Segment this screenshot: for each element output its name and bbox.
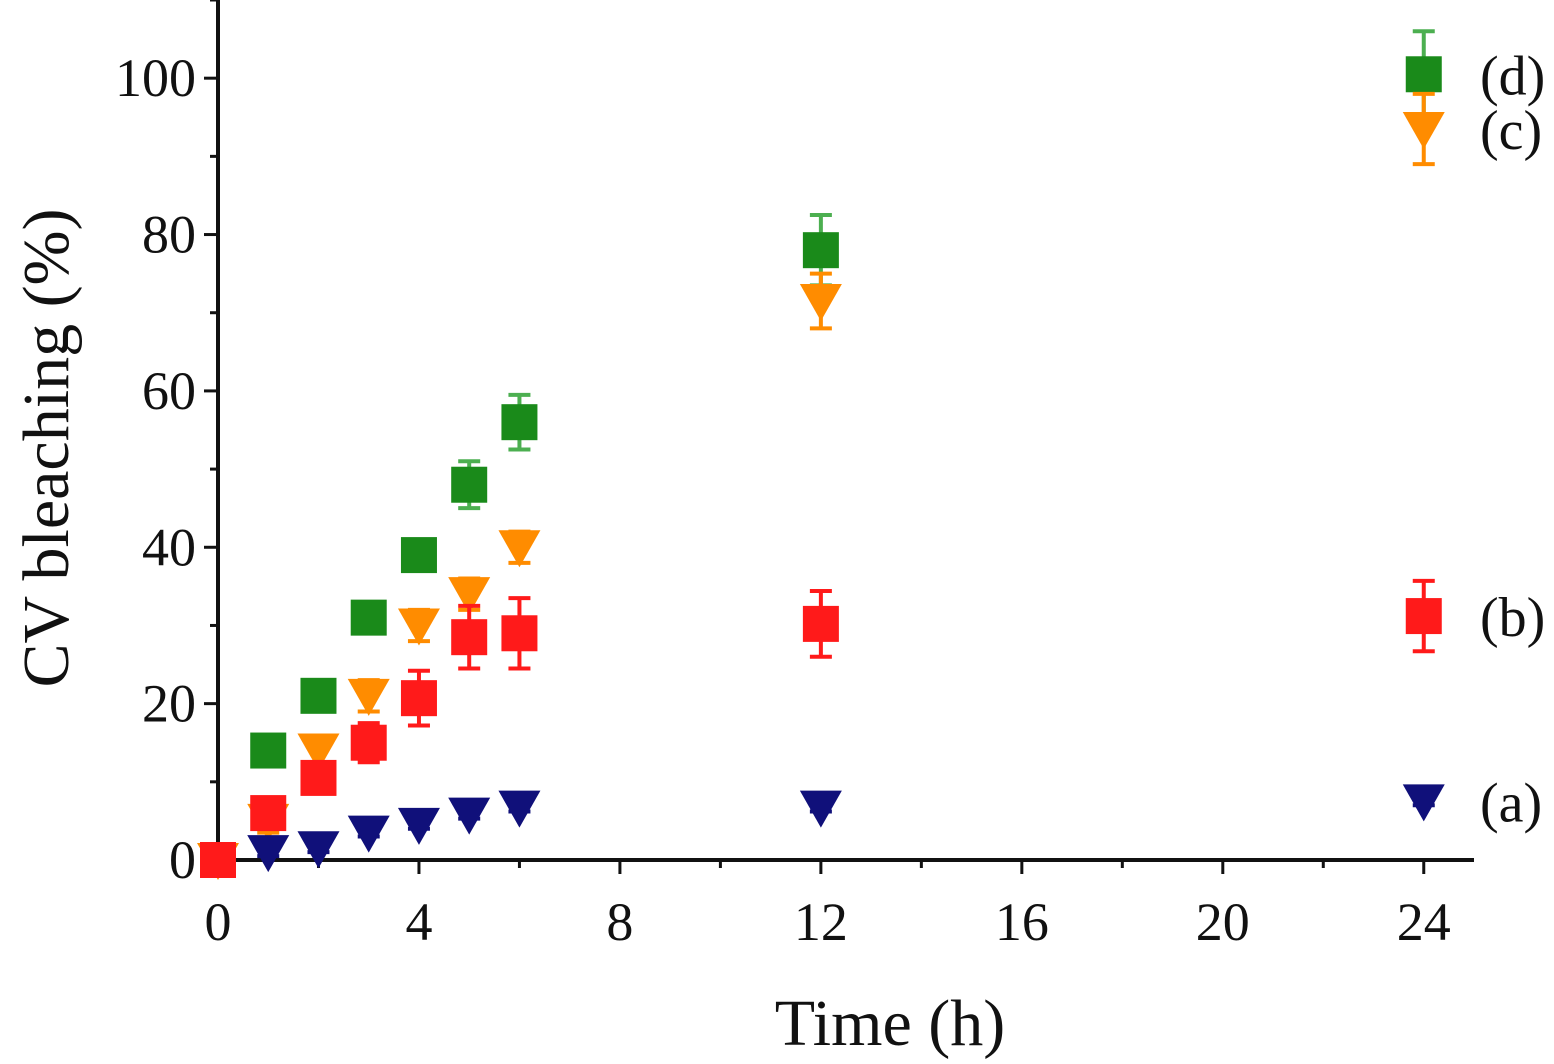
data-point-square bbox=[451, 619, 488, 656]
data-marks bbox=[197, 29, 1445, 880]
data-point-square bbox=[350, 724, 387, 761]
series-label: (a) bbox=[1480, 772, 1542, 834]
y-tick-label: 80 bbox=[142, 205, 196, 265]
data-point-square bbox=[501, 615, 538, 652]
series-b bbox=[200, 578, 1442, 878]
data-point-square bbox=[200, 842, 236, 878]
data-point-square bbox=[250, 732, 287, 769]
data-point-triangle bbox=[347, 815, 390, 853]
data-point-triangle bbox=[1402, 112, 1445, 149]
data-point-triangle bbox=[448, 577, 491, 615]
y-axis-title: CV bleaching (%) bbox=[10, 209, 83, 688]
series-label: (d) bbox=[1480, 45, 1545, 107]
series-c bbox=[197, 91, 1445, 880]
data-point-triangle bbox=[397, 807, 440, 845]
data-point-triangle bbox=[397, 608, 440, 646]
series-a bbox=[247, 784, 1445, 873]
data-point-square bbox=[250, 795, 287, 832]
y-tick-label: 100 bbox=[115, 48, 196, 108]
axes bbox=[216, 0, 1474, 862]
data-point-square bbox=[451, 466, 488, 503]
data-point-triangle bbox=[799, 790, 842, 828]
series-label: (c) bbox=[1480, 100, 1542, 162]
data-point-square bbox=[1405, 56, 1442, 93]
series-label: (b) bbox=[1480, 587, 1545, 649]
data-point-square bbox=[802, 605, 839, 642]
data-point-triangle bbox=[297, 733, 340, 771]
data-point-triangle bbox=[297, 831, 340, 869]
y-tick-label: 60 bbox=[142, 361, 196, 421]
data-point-square bbox=[1405, 598, 1442, 635]
data-point-triangle bbox=[498, 530, 541, 568]
y-tick-label: 0 bbox=[169, 830, 196, 890]
x-tick-label: 0 bbox=[205, 892, 232, 952]
x-tick-label: 24 bbox=[1397, 892, 1451, 952]
series-d bbox=[250, 29, 1442, 769]
x-tick-label: 12 bbox=[794, 892, 848, 952]
x-tick-label: 20 bbox=[1196, 892, 1250, 952]
x-axis-title: Time (h) bbox=[775, 987, 1005, 1060]
x-tick-label: 16 bbox=[995, 892, 1049, 952]
data-point-square bbox=[300, 677, 337, 714]
data-point-triangle bbox=[498, 790, 541, 828]
x-tick-label: 8 bbox=[606, 892, 633, 952]
data-point-triangle bbox=[1402, 784, 1445, 822]
data-point-square bbox=[350, 599, 387, 636]
data-point-square bbox=[300, 759, 337, 796]
ticks: 0 4 8 12 16 20 24 0 20 40 60 80 100 bbox=[115, 0, 1451, 952]
data-point-square bbox=[400, 680, 437, 717]
data-point-triangle bbox=[247, 835, 290, 873]
series-labels: (d)(c) (b) (a) bbox=[1480, 45, 1545, 834]
data-point-square bbox=[400, 537, 437, 574]
x-tick-label: 4 bbox=[405, 892, 432, 952]
data-point-triangle bbox=[799, 284, 842, 321]
data-point-square bbox=[501, 404, 538, 441]
y-tick-label: 20 bbox=[142, 674, 196, 734]
y-tick-label: 40 bbox=[142, 517, 196, 577]
data-point-square bbox=[802, 232, 839, 269]
data-point-triangle bbox=[448, 797, 491, 835]
data-point-triangle bbox=[347, 678, 390, 716]
